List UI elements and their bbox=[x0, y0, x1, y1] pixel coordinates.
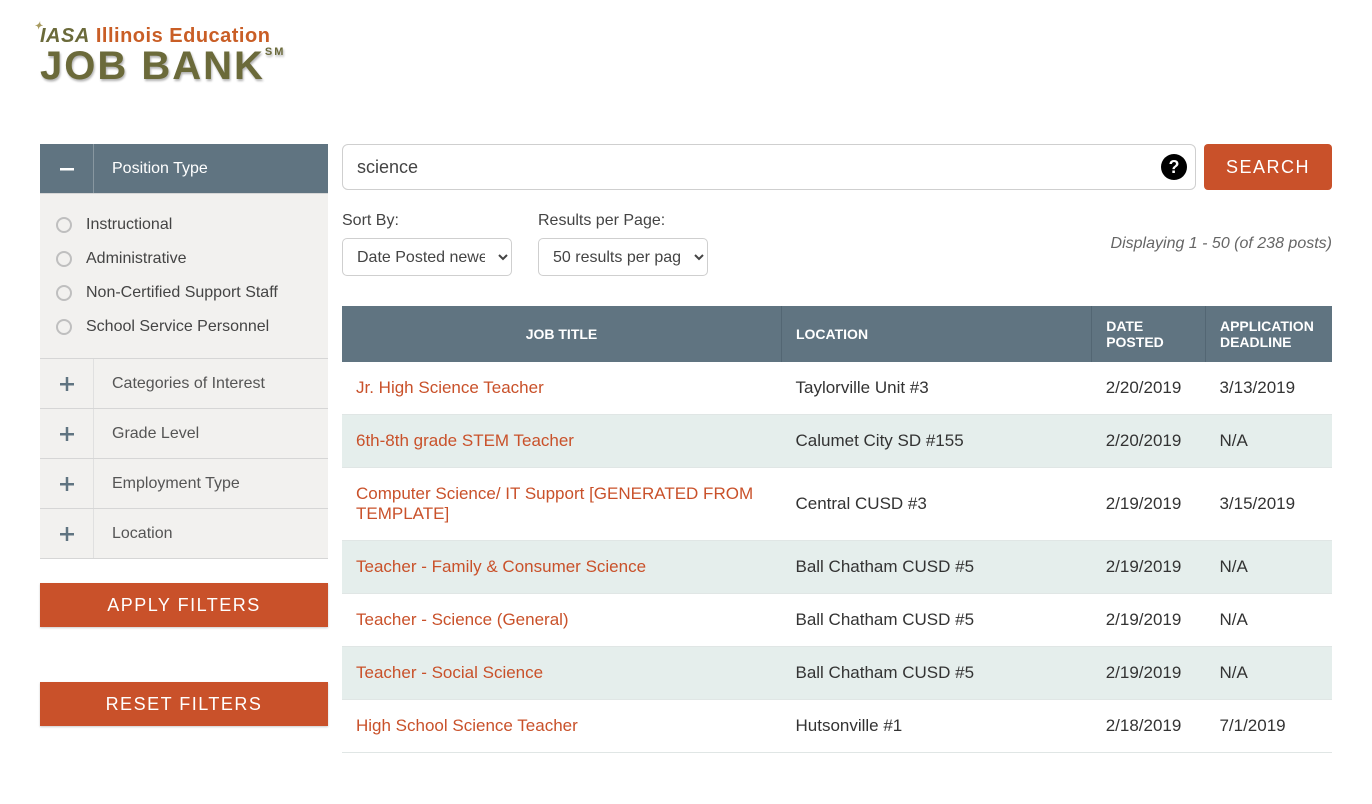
search-box: ? bbox=[342, 144, 1196, 190]
radio-icon bbox=[56, 319, 72, 335]
job-deadline: N/A bbox=[1205, 415, 1332, 468]
filter-sidebar: Position Type Instructional Administrati… bbox=[40, 144, 328, 753]
table-row: Computer Science/ IT Support [GENERATED … bbox=[342, 468, 1332, 541]
table-row: 6th-8th grade STEM Teacher Calumet City S… bbox=[342, 415, 1332, 468]
option-school-service[interactable]: School Service Personnel bbox=[56, 310, 312, 344]
position-type-options: Instructional Administrative Non-Certifi… bbox=[40, 194, 328, 359]
job-location: Taylorville Unit #3 bbox=[781, 362, 1091, 415]
job-title-link[interactable]: Computer Science/ IT Support [GENERATED … bbox=[356, 484, 753, 523]
table-header-row: JOB TITLE LOCATION DATE POSTED APPLICATI… bbox=[342, 306, 1332, 362]
job-location: Ball Chatham CUSD #5 bbox=[781, 647, 1091, 700]
search-button[interactable]: SEARCH bbox=[1204, 144, 1332, 190]
col-deadline[interactable]: APPLICATION DEADLINE bbox=[1205, 306, 1332, 362]
job-deadline: N/A bbox=[1205, 541, 1332, 594]
option-label: Administrative bbox=[86, 250, 186, 268]
radio-icon bbox=[56, 251, 72, 267]
option-administrative[interactable]: Administrative bbox=[56, 242, 312, 276]
col-job-title[interactable]: JOB TITLE bbox=[342, 306, 781, 362]
sort-by-label: Sort By: bbox=[342, 212, 512, 230]
option-instructional[interactable]: Instructional bbox=[56, 208, 312, 242]
filter-title: Categories of Interest bbox=[94, 375, 265, 393]
filter-header-position-type[interactable]: Position Type bbox=[40, 144, 328, 194]
option-label: School Service Personnel bbox=[86, 318, 269, 336]
job-deadline: 3/13/2019 bbox=[1205, 362, 1332, 415]
job-deadline: 7/1/2019 bbox=[1205, 700, 1332, 753]
filter-header-location[interactable]: Location bbox=[40, 509, 328, 559]
table-row: Teacher - Family & Consumer Science Ball … bbox=[342, 541, 1332, 594]
job-location: Hutsonville #1 bbox=[781, 700, 1091, 753]
job-date-posted: 2/19/2019 bbox=[1092, 468, 1206, 541]
filter-title: Position Type bbox=[94, 160, 208, 178]
table-row: Teacher - Social Science Ball Chatham CUS… bbox=[342, 647, 1332, 700]
job-title-link[interactable]: Jr. High Science Teacher bbox=[356, 378, 544, 397]
job-deadline: N/A bbox=[1205, 594, 1332, 647]
site-logo[interactable]: ✦IASA Illinois Education JOB BANKSM bbox=[40, 25, 1332, 84]
table-row: Teacher - Science (General) Ball Chatham … bbox=[342, 594, 1332, 647]
logo-brand: ✦IASA bbox=[40, 25, 90, 47]
job-location: Ball Chatham CUSD #5 bbox=[781, 594, 1091, 647]
filter-title: Grade Level bbox=[94, 425, 199, 443]
filter-title: Employment Type bbox=[94, 475, 240, 493]
job-location: Calumet City SD #155 bbox=[781, 415, 1091, 468]
option-non-certified[interactable]: Non-Certified Support Staff bbox=[56, 276, 312, 310]
expand-icon bbox=[40, 359, 94, 408]
table-row: Jr. High Science Teacher Taylorville Unit… bbox=[342, 362, 1332, 415]
option-label: Non-Certified Support Staff bbox=[86, 284, 278, 302]
col-location[interactable]: LOCATION bbox=[781, 306, 1091, 362]
radio-icon bbox=[56, 285, 72, 301]
filter-title: Location bbox=[94, 525, 173, 543]
table-row: High School Science Teacher Hutsonville #… bbox=[342, 700, 1332, 753]
results-per-page-select[interactable]: 50 results per page bbox=[538, 238, 708, 276]
results-table: JOB TITLE LOCATION DATE POSTED APPLICATI… bbox=[342, 306, 1332, 753]
expand-icon bbox=[40, 409, 94, 458]
col-date-posted[interactable]: DATE POSTED bbox=[1092, 306, 1206, 362]
expand-icon bbox=[40, 459, 94, 508]
results-section: ? SEARCH Sort By: Date Posted newest Res… bbox=[342, 144, 1332, 753]
help-icon[interactable]: ? bbox=[1161, 154, 1187, 180]
job-location: Central CUSD #3 bbox=[781, 468, 1091, 541]
sort-by-select[interactable]: Date Posted newest bbox=[342, 238, 512, 276]
radio-icon bbox=[56, 217, 72, 233]
job-date-posted: 2/20/2019 bbox=[1092, 362, 1206, 415]
job-title-link[interactable]: Teacher - Family & Consumer Science bbox=[356, 557, 646, 576]
expand-icon bbox=[40, 509, 94, 558]
job-title-link[interactable]: Teacher - Social Science bbox=[356, 663, 543, 682]
filter-header-employment-type[interactable]: Employment Type bbox=[40, 459, 328, 509]
job-title-link[interactable]: High School Science Teacher bbox=[356, 716, 578, 735]
results-per-page-label: Results per Page: bbox=[538, 212, 708, 230]
job-title-link[interactable]: Teacher - Science (General) bbox=[356, 610, 569, 629]
results-count: Displaying 1 - 50 (of 238 posts) bbox=[1111, 235, 1332, 253]
job-date-posted: 2/19/2019 bbox=[1092, 647, 1206, 700]
search-input[interactable] bbox=[357, 157, 1153, 178]
job-deadline: 3/15/2019 bbox=[1205, 468, 1332, 541]
job-date-posted: 2/18/2019 bbox=[1092, 700, 1206, 753]
reset-filters-button[interactable]: RESET FILTERS bbox=[40, 682, 328, 726]
job-date-posted: 2/19/2019 bbox=[1092, 594, 1206, 647]
collapse-icon bbox=[40, 144, 94, 193]
job-date-posted: 2/20/2019 bbox=[1092, 415, 1206, 468]
job-title-link[interactable]: 6th-8th grade STEM Teacher bbox=[356, 431, 574, 450]
apply-filters-button[interactable]: APPLY FILTERS bbox=[40, 583, 328, 627]
filter-header-grade-level[interactable]: Grade Level bbox=[40, 409, 328, 459]
job-date-posted: 2/19/2019 bbox=[1092, 541, 1206, 594]
filter-header-categories[interactable]: Categories of Interest bbox=[40, 359, 328, 409]
job-deadline: N/A bbox=[1205, 647, 1332, 700]
job-location: Ball Chatham CUSD #5 bbox=[781, 541, 1091, 594]
logo-main: JOB BANKSM bbox=[40, 48, 1332, 84]
option-label: Instructional bbox=[86, 216, 172, 234]
